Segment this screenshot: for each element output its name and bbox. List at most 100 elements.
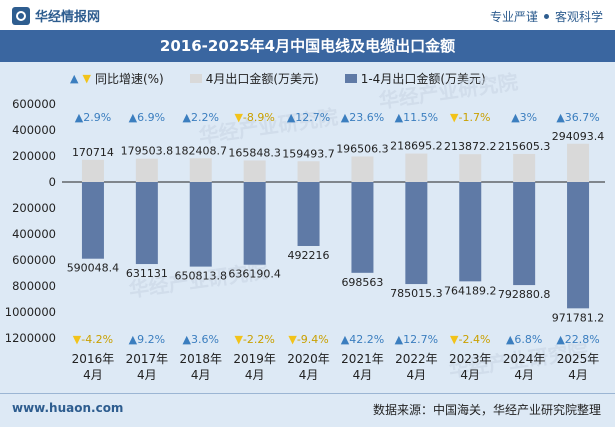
ytd-growth-label: ▼-2.4% bbox=[450, 333, 490, 346]
x-tick-label-line: 2018年 bbox=[179, 352, 222, 366]
down-triangle-icon: ▼ bbox=[73, 333, 82, 346]
ytd-bar bbox=[297, 182, 320, 246]
ytd-growth-label: ▼-9.4% bbox=[288, 333, 328, 346]
up-triangle-icon: ▲ bbox=[183, 333, 192, 346]
april-growth-label: ▼-1.7% bbox=[450, 111, 490, 124]
brand-name: 华经情报网 bbox=[35, 10, 101, 25]
slogan-left: 专业严谨 bbox=[489, 10, 538, 24]
ytd-value-label: 698563 bbox=[341, 276, 383, 289]
april-value-label: 165848.3 bbox=[228, 146, 281, 159]
x-tick-label-line: 4月 bbox=[299, 368, 319, 382]
chart-title: 2016-2025年4月中国电线及电缆出口金额 bbox=[159, 37, 456, 55]
up-triangle-icon: ▲ bbox=[341, 333, 350, 346]
ytd-bar bbox=[243, 182, 266, 265]
ytd-growth-label: ▲6.8% bbox=[506, 333, 542, 346]
april-growth-label: ▲2.9% bbox=[75, 111, 111, 124]
april-value-label: 179503.8 bbox=[121, 145, 174, 158]
ytd-bar bbox=[351, 182, 374, 273]
x-tick-label-line: 4月 bbox=[83, 368, 103, 382]
ytd-value-label: 971781.2 bbox=[552, 311, 605, 324]
footer-website[interactable]: www.huaon.com bbox=[12, 401, 124, 415]
april-value-label: 159493.7 bbox=[282, 147, 335, 160]
brand[interactable]: 华经情报网 bbox=[12, 6, 100, 25]
footer-divider bbox=[0, 393, 615, 394]
ytd-value-label: 650813.8 bbox=[175, 270, 228, 283]
ytd-bar bbox=[513, 182, 536, 286]
x-tick-label: 2019年 4月 bbox=[233, 352, 276, 382]
down-triangle-icon: ▼ bbox=[234, 111, 243, 124]
y-tick-label: 200000 bbox=[12, 149, 56, 163]
up-triangle-icon: ▲ bbox=[183, 111, 192, 124]
y-tick-label: 400000 bbox=[12, 227, 56, 241]
legend-growth-label: 同比增速(%) bbox=[94, 72, 164, 86]
up-triangle-icon: ▲ bbox=[287, 111, 296, 124]
april-growth-label: ▲11.5% bbox=[395, 111, 438, 124]
april-growth-label: ▲36.7% bbox=[556, 111, 599, 124]
up-triangle-icon: ▲ bbox=[395, 111, 404, 124]
ytd-value-label: 590048.4 bbox=[67, 262, 120, 275]
x-tick-label-line: 2019年 bbox=[233, 352, 276, 366]
april-growth-label: ▲6.9% bbox=[129, 111, 165, 124]
legend-ytd-swatch bbox=[344, 74, 357, 83]
x-tick-label: 2016年 4月 bbox=[72, 352, 115, 382]
april-bar bbox=[135, 158, 158, 182]
dot-icon bbox=[543, 14, 549, 19]
april-growth-value: 36.7% bbox=[565, 111, 600, 124]
april-bar bbox=[243, 160, 266, 182]
up-triangle-icon: ▲ bbox=[341, 111, 350, 124]
april-growth-value: 23.6% bbox=[349, 111, 384, 124]
ytd-value-label: 785015.3 bbox=[390, 287, 443, 300]
top-bar: 华经情报网 专业严谨 客观科学 bbox=[0, 0, 615, 30]
legend-growth: ▲ ▼ 同比增速(%) bbox=[70, 70, 164, 87]
ytd-growth-value: 6.8% bbox=[514, 333, 542, 346]
ytd-value-label: 636190.4 bbox=[228, 268, 281, 281]
april-bar bbox=[567, 143, 590, 182]
x-tick-label: 2025年 4月 bbox=[557, 352, 600, 382]
chart: 华经产业研究院华经产业研究院华经产业研究院华经产业研究院600000400000… bbox=[5, 70, 605, 382]
down-triangle-icon: ▼ bbox=[82, 72, 91, 85]
april-bar bbox=[405, 153, 428, 182]
ytd-growth-value: 22.8% bbox=[565, 333, 600, 346]
ytd-value-label: 764189.2 bbox=[444, 284, 497, 297]
ytd-bar bbox=[567, 182, 590, 309]
april-growth-value: -8.9% bbox=[243, 111, 275, 124]
y-tick-label: 800000 bbox=[12, 279, 56, 293]
watermark: 华经产业研究院 bbox=[377, 70, 519, 113]
ytd-growth-label: ▲22.8% bbox=[556, 333, 599, 346]
slogan-right: 客观科学 bbox=[554, 10, 603, 24]
x-tick-label-line: 4月 bbox=[407, 368, 427, 382]
up-triangle-icon: ▲ bbox=[511, 111, 520, 124]
april-value-label: 170714 bbox=[72, 146, 114, 159]
x-tick-label-line: 4月 bbox=[137, 368, 157, 382]
april-growth-label: ▼-8.9% bbox=[234, 111, 274, 124]
april-value-label: 196506.3 bbox=[336, 142, 389, 155]
up-triangle-icon: ▲ bbox=[395, 333, 404, 346]
up-triangle-icon: ▲ bbox=[506, 333, 515, 346]
down-triangle-icon: ▼ bbox=[288, 333, 297, 346]
ytd-value-label: 792880.8 bbox=[498, 288, 551, 301]
legend-april-swatch bbox=[189, 74, 202, 83]
y-tick-label: 600000 bbox=[12, 253, 56, 267]
up-triangle-icon: ▲ bbox=[129, 333, 138, 346]
y-tick-label: 1200000 bbox=[5, 331, 56, 345]
y-tick-label: 1000000 bbox=[5, 305, 56, 319]
y-tick-label: 600000 bbox=[12, 97, 56, 111]
legend-april-label: 4月出口金额(万美元) bbox=[205, 72, 319, 86]
ytd-value-label: 492216 bbox=[288, 249, 330, 262]
april-value-label: 294093.4 bbox=[552, 130, 605, 143]
footer-source: 数据来源：中国海关，华经产业研究院整理 bbox=[372, 403, 601, 417]
april-growth-value: 3% bbox=[520, 111, 537, 124]
legend-april: 4月出口金额(万美元) bbox=[189, 70, 319, 87]
ytd-growth-value: 9.2% bbox=[137, 333, 165, 346]
april-growth-value: 12.7% bbox=[295, 111, 330, 124]
up-triangle-icon: ▲ bbox=[556, 333, 565, 346]
ytd-growth-value: 3.6% bbox=[191, 333, 219, 346]
ytd-growth-value: -2.4% bbox=[459, 333, 491, 346]
april-growth-value: 6.9% bbox=[137, 111, 165, 124]
ytd-growth-label: ▲12.7% bbox=[395, 333, 438, 346]
up-triangle-icon: ▲ bbox=[556, 111, 565, 124]
legend-ytd-label: 1-4月出口金额(万美元) bbox=[360, 72, 486, 86]
up-triangle-icon: ▲ bbox=[75, 111, 84, 124]
x-tick-label: 2024年 4月 bbox=[503, 352, 546, 382]
